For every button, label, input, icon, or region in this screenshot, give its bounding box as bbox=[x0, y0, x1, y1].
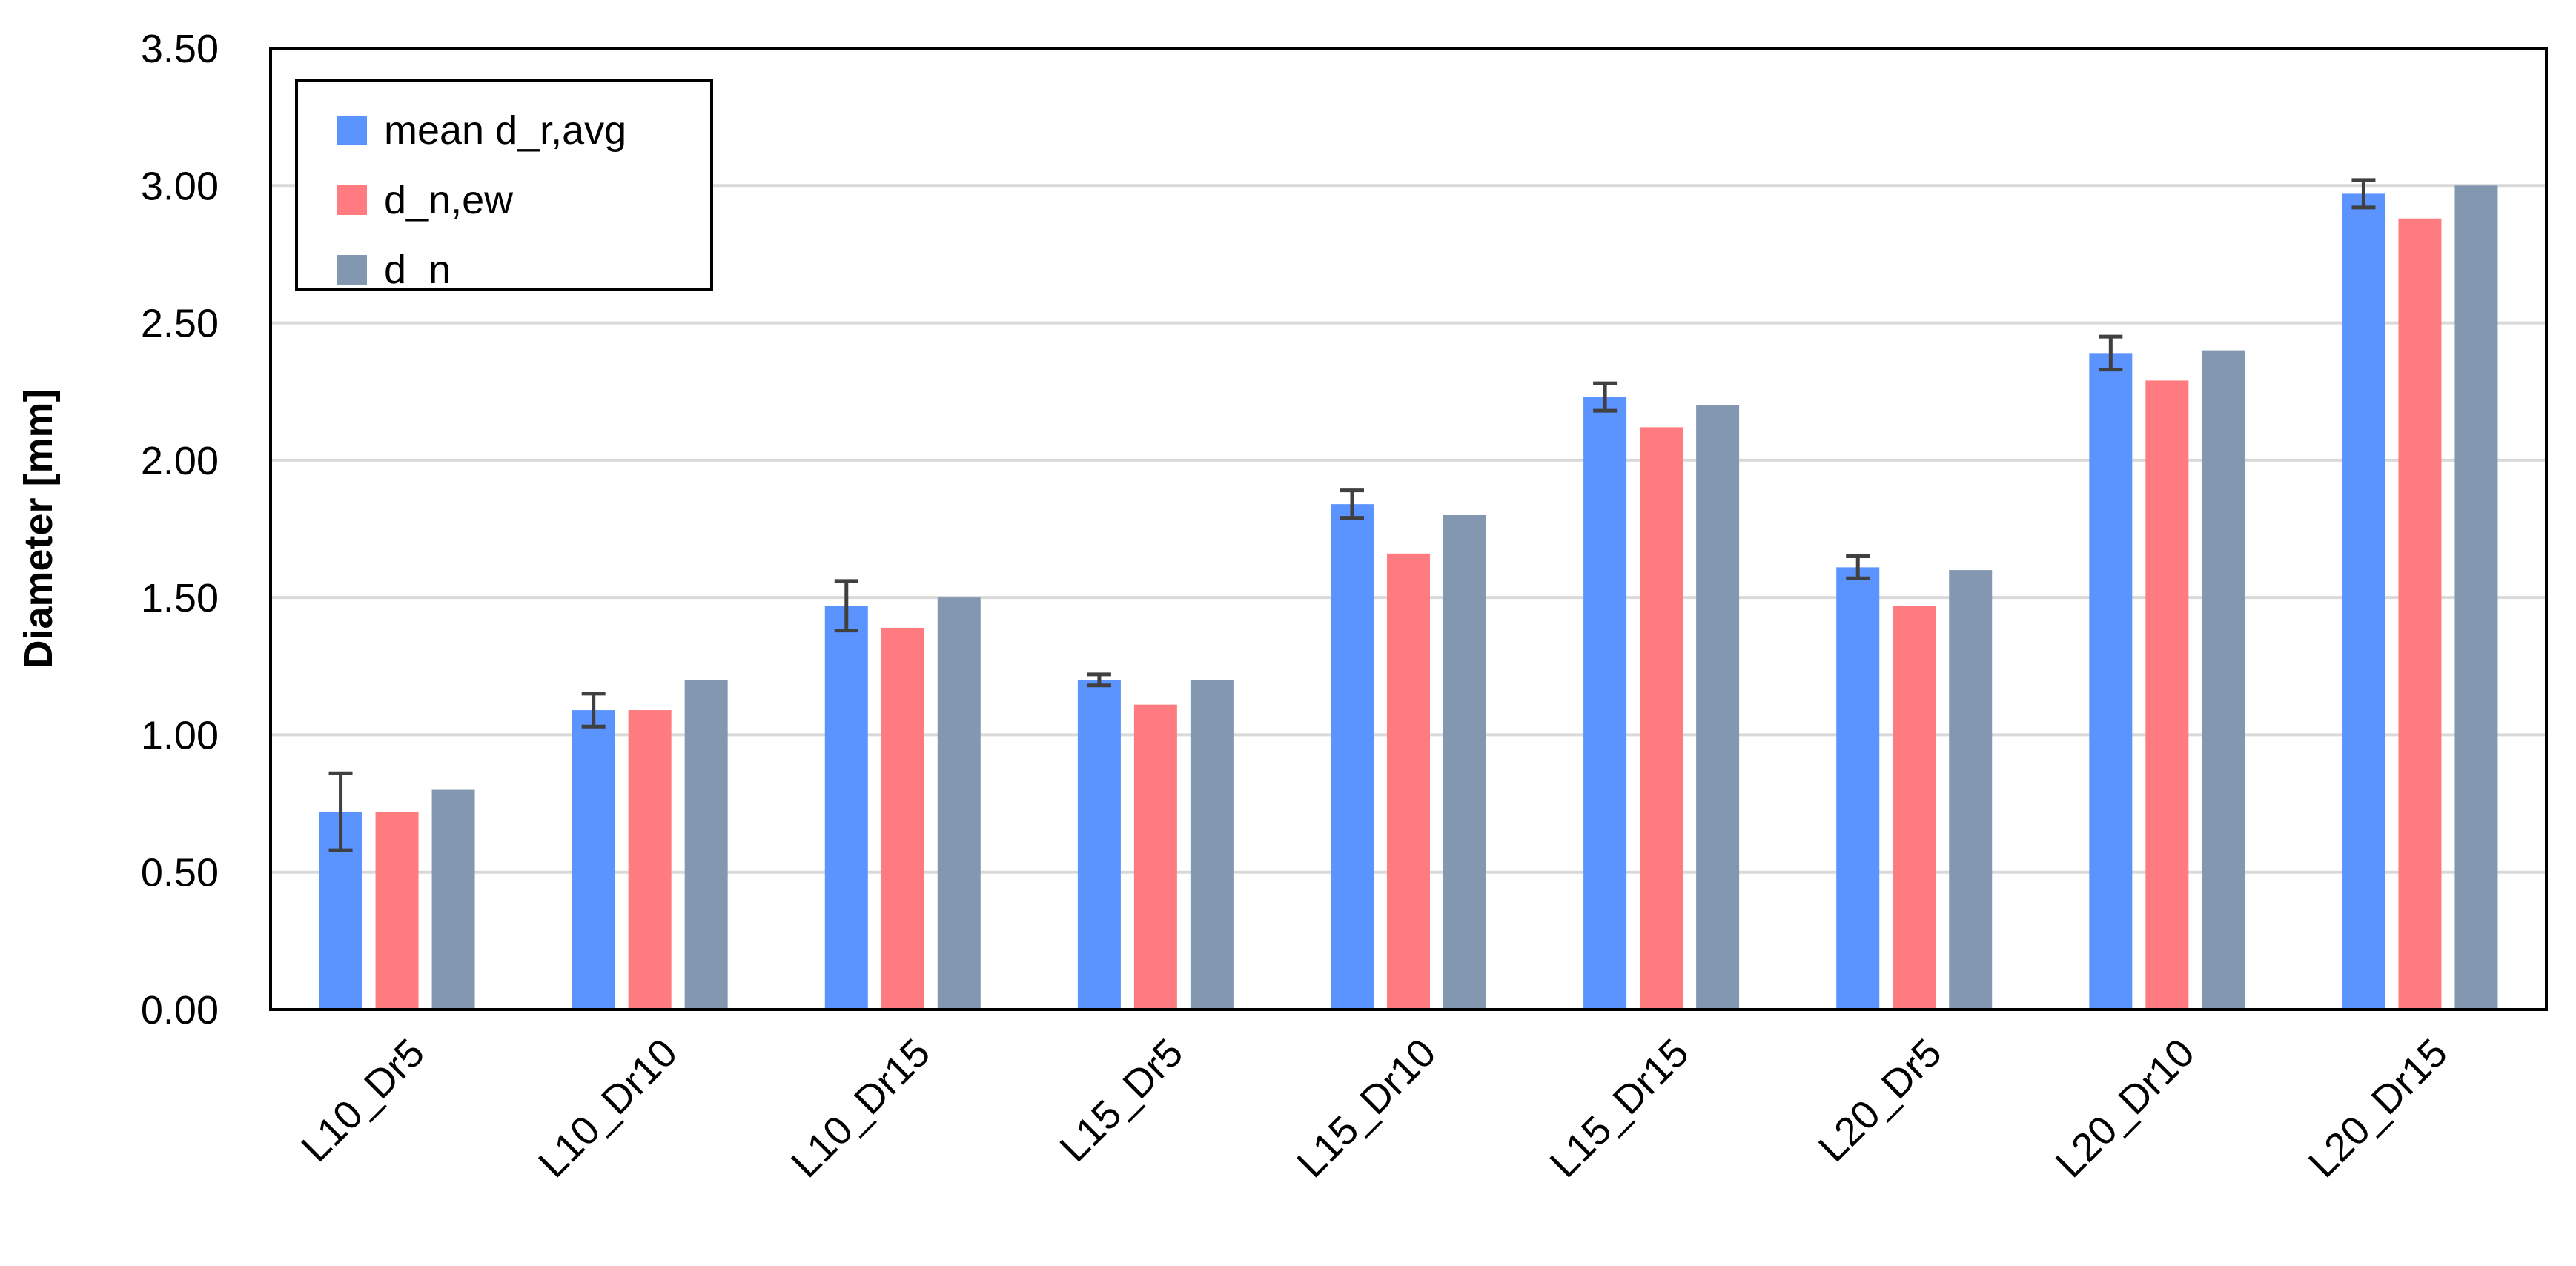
legend-frame bbox=[295, 79, 713, 291]
error-bar bbox=[328, 771, 353, 852]
y-tick-label: 0.50 bbox=[141, 851, 219, 895]
bar-d-n-ew bbox=[881, 627, 924, 1010]
y-tick-label: 3.00 bbox=[141, 164, 219, 208]
legend-label: d_n bbox=[384, 248, 451, 292]
bar-d-n-ew bbox=[1387, 553, 1430, 1010]
bar-d-n bbox=[1190, 680, 1234, 1010]
x-tick-label: L15_Dr15 bbox=[1541, 1030, 1697, 1186]
x-tick-label: L15_Dr5 bbox=[1051, 1030, 1191, 1170]
error-bar bbox=[2351, 178, 2376, 210]
x-tick-label: L20_Dr5 bbox=[1810, 1030, 1950, 1170]
x-axis-ticks: L10_Dr5 L10_Dr10 L10_Dr15 L15_Dr5 L15_Dr10 L1… bbox=[293, 1030, 2456, 1186]
legend-label: d_n,ew bbox=[384, 178, 514, 222]
bar-mean-d-r-avg bbox=[572, 710, 615, 1010]
error-bar bbox=[834, 579, 858, 633]
x-tick-label: L10_Dr10 bbox=[530, 1030, 686, 1186]
bar-d-n bbox=[1443, 514, 1486, 1010]
legend-swatch bbox=[337, 255, 367, 285]
bars bbox=[319, 185, 2498, 1010]
bar-d-n bbox=[2454, 185, 2498, 1010]
bar-mean-d-r-avg bbox=[2089, 353, 2133, 1010]
y-tick-label: 0.00 bbox=[141, 988, 219, 1033]
legend-swatch bbox=[337, 116, 367, 145]
x-tick-label: L10_Dr5 bbox=[293, 1030, 433, 1170]
bar-mean-d-r-avg bbox=[1836, 567, 1880, 1010]
y-tick-label: 1.00 bbox=[141, 713, 219, 758]
bar-d-n bbox=[937, 597, 981, 1010]
bar-d-n-ew bbox=[2398, 218, 2442, 1010]
y-axis-title: Diameter [mm] bbox=[16, 388, 61, 669]
bar-d-n-ew bbox=[2145, 380, 2189, 1010]
bar-d-n-ew bbox=[628, 710, 672, 1010]
y-tick-label: 2.50 bbox=[141, 302, 219, 346]
bar-d-n bbox=[1696, 405, 1740, 1010]
y-tick-label: 2.00 bbox=[141, 439, 219, 483]
x-tick-label: L10_Dr15 bbox=[783, 1030, 938, 1186]
bar-d-n-ew bbox=[1133, 704, 1177, 1010]
bar-d-n bbox=[684, 680, 728, 1010]
bar-d-n-ew bbox=[1640, 427, 1683, 1010]
y-tick-label: 1.50 bbox=[141, 576, 219, 620]
bar-d-n-ew bbox=[1893, 606, 1936, 1010]
bar-mean-d-r-avg bbox=[1331, 504, 1374, 1010]
bar-mean-d-r-avg bbox=[1583, 397, 1627, 1010]
legend-label: mean d_r,avg bbox=[384, 108, 626, 153]
legend-swatch bbox=[337, 185, 367, 215]
bar-d-n bbox=[431, 789, 475, 1010]
bar-mean-d-r-avg bbox=[2342, 193, 2385, 1010]
bar-d-n-ew bbox=[375, 812, 419, 1010]
error-bar bbox=[1593, 381, 1618, 413]
bar-mean-d-r-avg bbox=[1077, 680, 1121, 1010]
x-tick-label: L20_Dr10 bbox=[2047, 1030, 2203, 1186]
error-bar bbox=[1087, 672, 1111, 688]
error-bar bbox=[2099, 334, 2123, 372]
x-tick-label: L15_Dr10 bbox=[1288, 1030, 1444, 1186]
y-axis-ticks: 0.00 0.50 1.00 1.50 2.00 2.50 3.00 3.50 bbox=[141, 27, 219, 1033]
legend: mean d_r,avg d_n,ew d_n bbox=[295, 79, 713, 292]
bar-mean-d-r-avg bbox=[824, 606, 868, 1010]
error-bars bbox=[328, 178, 2376, 852]
plot-area-frame bbox=[269, 47, 2548, 1011]
error-bar bbox=[1340, 488, 1364, 520]
error-bar bbox=[1846, 554, 1870, 580]
y-tick-label: 3.50 bbox=[141, 27, 219, 71]
bar-d-n bbox=[2202, 350, 2245, 1010]
error-bar bbox=[581, 692, 606, 729]
bar-d-n bbox=[1949, 570, 1993, 1010]
x-tick-label: L20_Dr15 bbox=[2300, 1030, 2456, 1186]
